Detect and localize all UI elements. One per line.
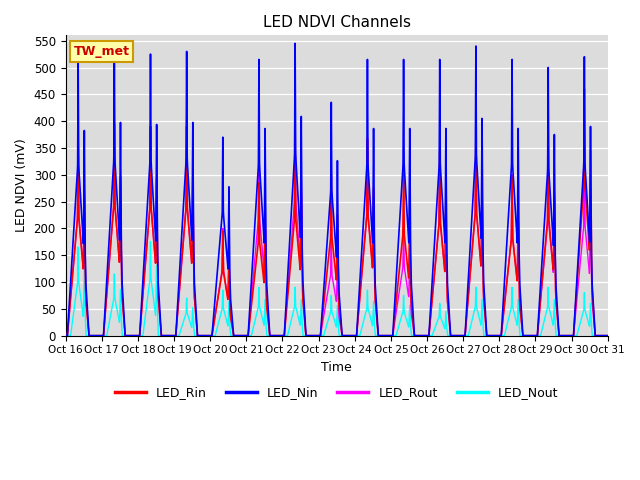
Y-axis label: LED NDVI (mV): LED NDVI (mV) xyxy=(15,139,28,232)
Legend: LED_Rin, LED_Nin, LED_Rout, LED_Nout: LED_Rin, LED_Nin, LED_Rout, LED_Nout xyxy=(110,382,563,405)
X-axis label: Time: Time xyxy=(321,361,352,374)
Text: TW_met: TW_met xyxy=(74,45,130,58)
Title: LED NDVI Channels: LED NDVI Channels xyxy=(262,15,411,30)
